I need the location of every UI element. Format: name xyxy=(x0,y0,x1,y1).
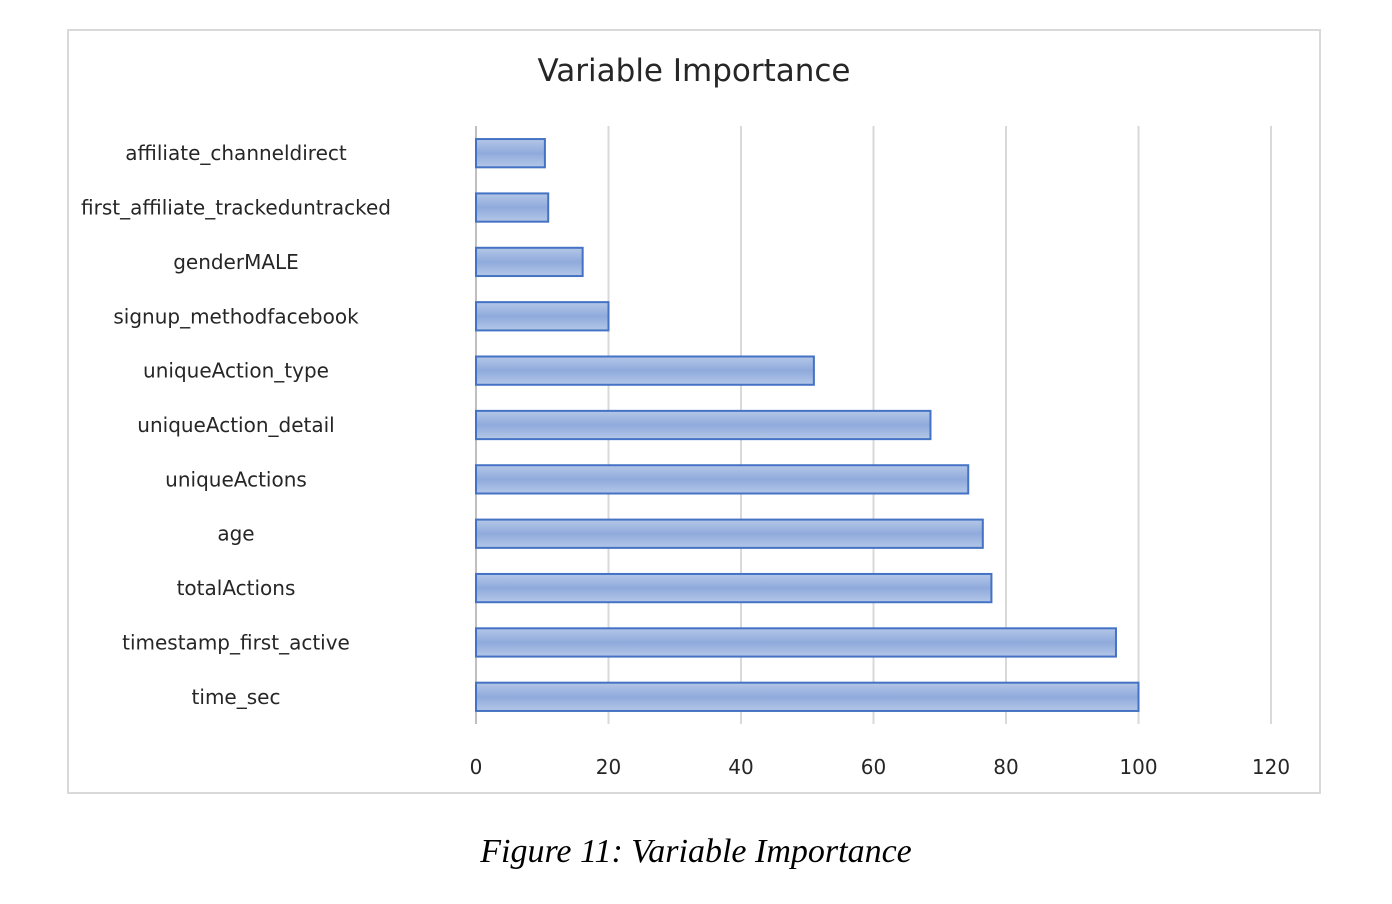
x-tick-label: 60 xyxy=(861,755,886,779)
category-label: first_affiliate_trackeduntracked xyxy=(81,196,391,220)
bar xyxy=(475,518,984,549)
bar xyxy=(475,138,546,169)
x-tick-label: 80 xyxy=(993,755,1018,779)
bar xyxy=(475,246,584,278)
category-label: uniqueAction_type xyxy=(143,359,329,383)
category-label: uniqueActions xyxy=(165,467,307,491)
x-tick-label: 0 xyxy=(470,755,483,779)
bar xyxy=(475,572,993,604)
bar xyxy=(475,681,1140,712)
category-label: uniqueAction_detail xyxy=(137,413,334,437)
figure-caption: Figure 11: Variable Importance xyxy=(480,833,912,870)
bars xyxy=(475,138,1140,712)
bar xyxy=(475,192,550,223)
category-label: timestamp_first_active xyxy=(122,630,350,654)
bar xyxy=(475,301,610,332)
bar xyxy=(475,355,815,386)
x-tick-label: 20 xyxy=(596,755,621,779)
category-label: time_sec xyxy=(192,685,281,709)
x-tick-labels: 0 20 40 60 80 100 120 xyxy=(470,755,1290,779)
chart-title: Variable Importance xyxy=(537,53,850,89)
bar xyxy=(475,627,1117,658)
category-label: affiliate_channeldirect xyxy=(125,141,347,165)
x-tick-label: 120 xyxy=(1252,755,1290,779)
x-tick-label: 100 xyxy=(1119,755,1157,779)
chart-frame: Variable Importance affiliate_channeldir… xyxy=(67,29,1321,794)
category-label: signup_methodfacebook xyxy=(113,304,359,328)
x-tick-label: 40 xyxy=(728,755,753,779)
category-label: totalActions xyxy=(177,576,296,600)
bar xyxy=(475,464,970,495)
category-labels: affiliate_channeldirect first_affiliate_t… xyxy=(81,141,391,709)
variable-importance-chart: Variable Importance affiliate_channeldir… xyxy=(81,53,1290,779)
bar xyxy=(475,409,932,441)
category-label: genderMALE xyxy=(173,250,299,274)
category-label: age xyxy=(217,522,254,546)
